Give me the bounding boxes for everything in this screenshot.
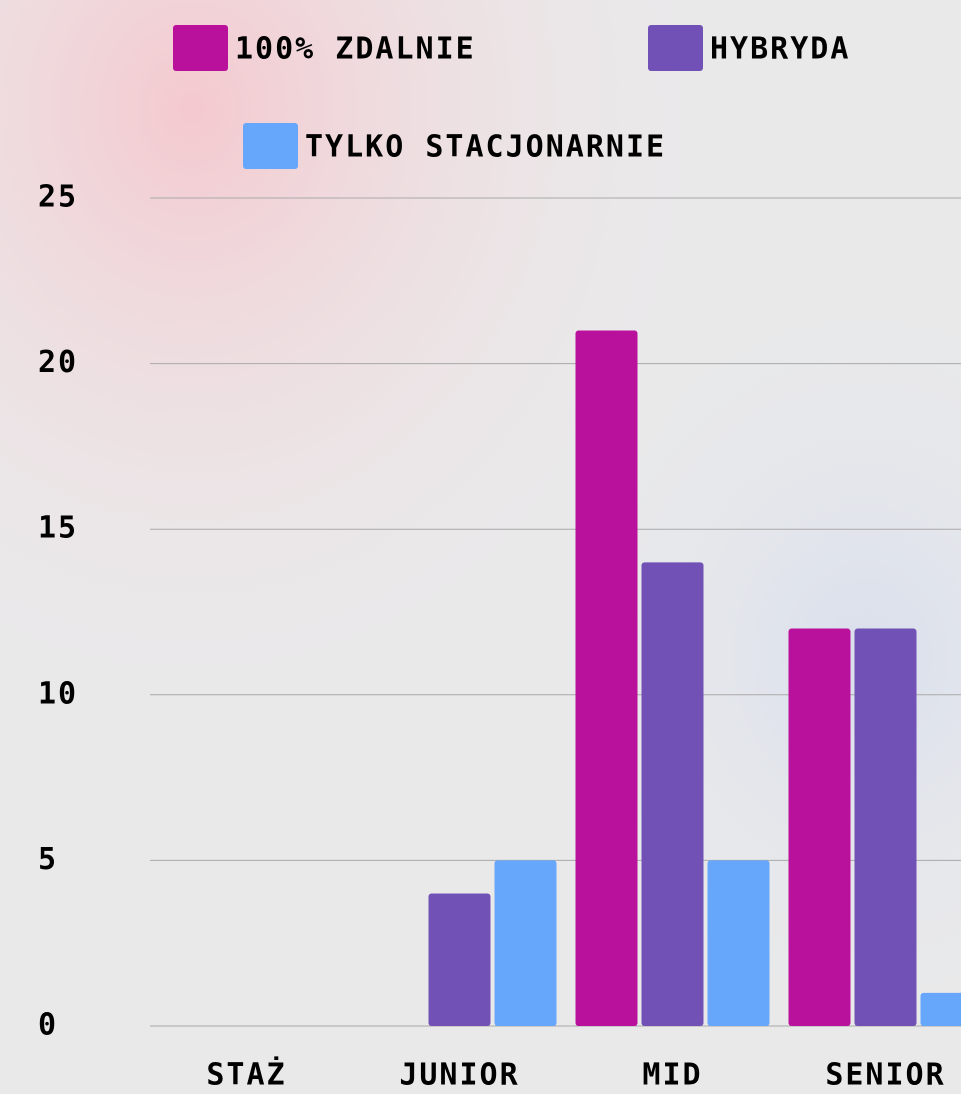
bar [641,562,704,1026]
legend-swatch [243,123,298,169]
legend-label: 100% zdalnie [235,32,476,67]
legend-label: Hybryda [710,32,850,67]
legend-swatch [648,25,703,71]
x-tick-label: Mid [642,1058,702,1093]
bar [428,893,491,1026]
bar [494,860,557,1026]
y-tick-label: 0 [38,1008,58,1043]
bar [854,628,917,1026]
y-tick-label: 10 [38,676,78,711]
bar [920,992,961,1026]
y-tick-label: 25 [38,180,78,215]
y-tick-label: 15 [38,511,78,546]
x-tick-label: Junior [399,1058,519,1093]
legend-swatch [173,25,228,71]
y-tick-label: 20 [38,345,78,380]
x-tick-label: Senior [825,1058,945,1093]
bar [707,860,770,1026]
bar [575,330,638,1027]
y-tick-label: 5 [38,842,58,877]
bar [788,628,851,1026]
legend-label: Tylko stacjonarnie [305,130,666,165]
x-tick-label: Staż [206,1057,286,1093]
